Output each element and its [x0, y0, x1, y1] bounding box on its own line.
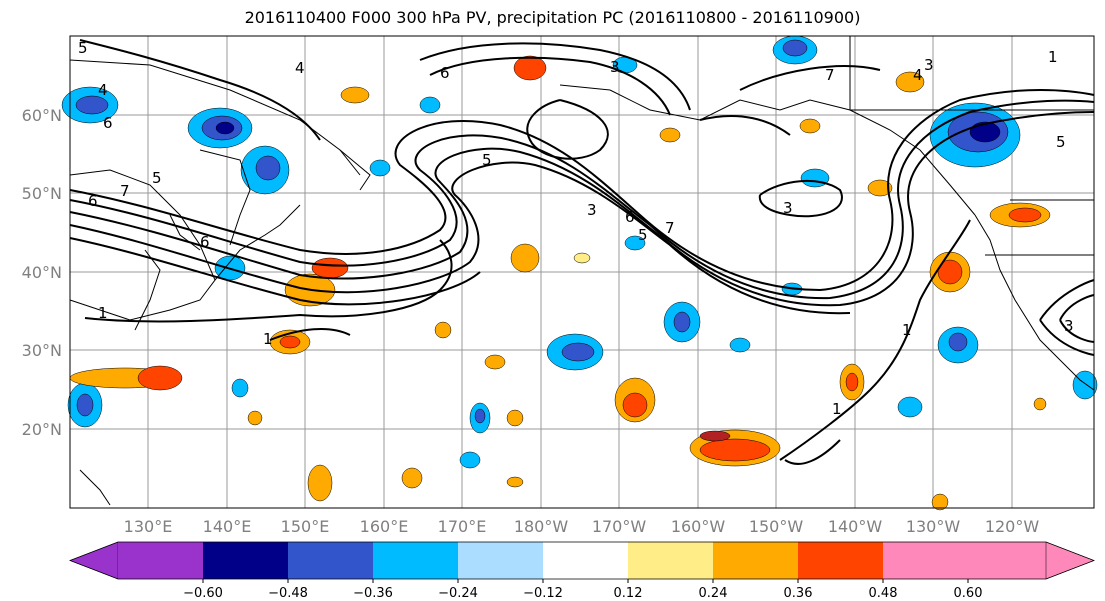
- positive-precip-areas: [69, 55, 1051, 511]
- contour-label: 4: [295, 59, 305, 77]
- colorbar-segment: [458, 542, 543, 579]
- contour-label: 1: [902, 321, 912, 339]
- longitude-labels: 130°E 140°E 150°E 160°E 170°E 180°W 170°…: [124, 517, 1040, 536]
- colorbar-tick-label: 0.60: [954, 586, 983, 601]
- map-frame: [69, 35, 1095, 509]
- colorbar-extend-low: [69, 541, 119, 580]
- contour-label: 6: [88, 192, 98, 210]
- colorbar-tick-label: −0.12: [523, 586, 563, 601]
- colorbar-segment: [628, 542, 713, 579]
- lon-label: 170°E: [438, 517, 487, 536]
- lon-label: 180°W: [514, 517, 569, 536]
- contour-label: 3: [610, 58, 620, 76]
- lat-label: 40°N: [22, 263, 62, 282]
- colorbar-tick-label: 0.36: [784, 586, 813, 601]
- lat-label: 60°N: [22, 106, 62, 125]
- contour-label: 7: [120, 182, 130, 200]
- colorbar-tick-label: −0.36: [353, 586, 393, 601]
- lon-label: 160°W: [671, 517, 726, 536]
- contour-label: 5: [152, 169, 162, 187]
- colorbar-tick-label: 0.48: [869, 586, 898, 601]
- colorbar-segment: [798, 542, 883, 579]
- lon-label: 120°W: [985, 517, 1040, 536]
- contour-label: 4: [98, 81, 108, 99]
- lon-label: 150°W: [749, 517, 804, 536]
- contour-label: 3: [783, 199, 793, 217]
- lat-label: 30°N: [22, 341, 62, 360]
- contour-label: 1: [1048, 48, 1058, 66]
- colorbar-tick-label: 0.12: [614, 586, 643, 601]
- colorbar-segment: [543, 542, 628, 579]
- contour-label: 7: [665, 219, 675, 237]
- contour-label: 6: [440, 64, 450, 82]
- lat-label: 50°N: [22, 184, 62, 203]
- contour-label: 6: [200, 233, 210, 251]
- contour-label: 3: [587, 201, 597, 219]
- colorbar-segment: [373, 542, 458, 579]
- lon-label: 140°W: [828, 517, 883, 536]
- lon-label: 130°W: [906, 517, 961, 536]
- contour-label: 3: [1064, 317, 1074, 335]
- colorbar-tick-label: −0.24: [438, 586, 478, 601]
- contour-label: 1: [832, 400, 842, 418]
- colorbar-segment: [203, 542, 288, 579]
- colorbar-outline: [69, 541, 1095, 580]
- lon-label: 150°E: [281, 517, 330, 536]
- coastlines: [69, 36, 1095, 506]
- pv-contours: [69, 39, 1095, 465]
- contour-label: 5: [638, 226, 648, 244]
- contour-label: 5: [1056, 133, 1066, 151]
- map-title: 2016110400 F000 300 hPa PV, precipitatio…: [244, 8, 861, 27]
- colorbar-extend-high: [1045, 541, 1095, 580]
- lon-label: 160°E: [360, 517, 409, 536]
- contour-label: 6: [103, 114, 113, 132]
- colorbar-tick-label: −0.48: [268, 586, 308, 601]
- colorbar-tick-label: −0.60: [183, 586, 223, 601]
- contour-labels: 5 4 6 5 6 1 1 4 5 7 3 6 5 6 7 3 1 5 1 1 …: [78, 39, 1074, 418]
- contour-label: 4: [913, 66, 923, 84]
- contour-label: 7: [825, 66, 835, 84]
- contour-label: 6: [625, 208, 635, 226]
- contour-label: 5: [78, 39, 88, 57]
- lon-label: 130°E: [124, 517, 173, 536]
- colorbar-segment: [118, 542, 203, 579]
- lat-label: 20°N: [22, 420, 62, 439]
- lon-label: 140°E: [203, 517, 252, 536]
- colorbar-segment: [713, 542, 798, 579]
- contour-label: 1: [263, 330, 273, 348]
- colorbar-tick-label: 0.24: [699, 586, 728, 601]
- colorbar: −0.60 −0.48 −0.36 −0.24 −0.12 0.12 0.24 0.36 0.4…: [69, 541, 1095, 601]
- contour-label: 1: [98, 304, 108, 322]
- lon-label: 170°W: [592, 517, 647, 536]
- colorbar-segment: [288, 542, 373, 579]
- latitude-labels: 60°N 50°N 40°N 30°N 20°N: [22, 106, 62, 439]
- contour-label: 5: [482, 151, 492, 169]
- colorbar-segment: [883, 542, 1046, 579]
- contour-label: 3: [924, 56, 934, 74]
